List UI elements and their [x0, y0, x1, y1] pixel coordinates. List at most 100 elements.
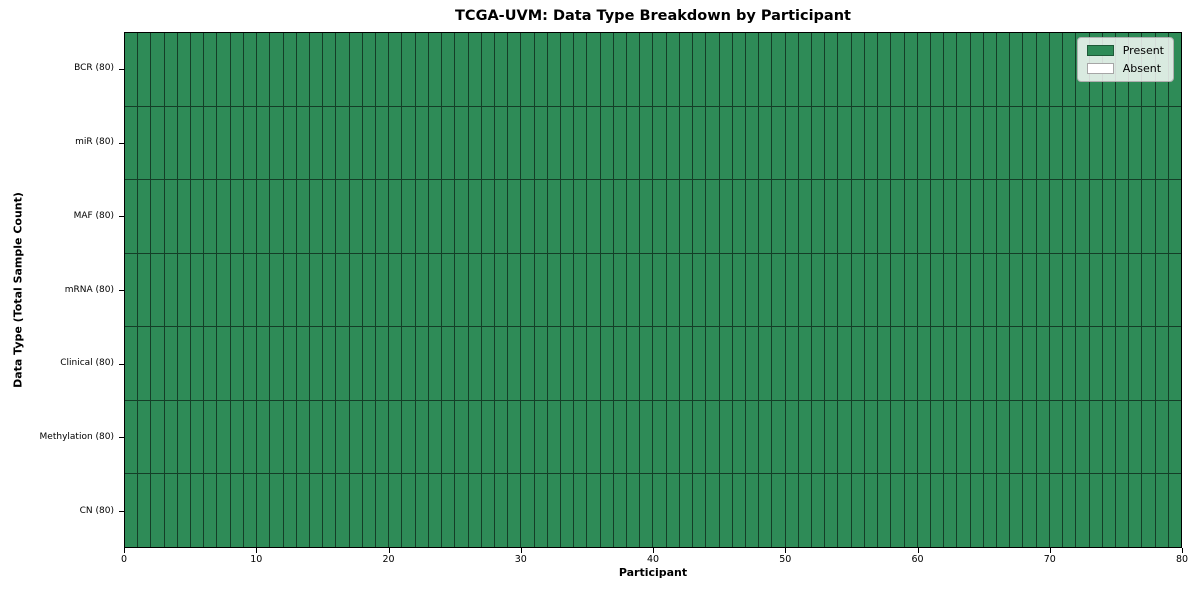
- heatmap-cell: [534, 180, 547, 253]
- heatmap-cell: [613, 180, 627, 253]
- heatmap-cell: [1010, 180, 1023, 253]
- heatmap-cell: [296, 106, 309, 180]
- heatmap-cell: [970, 474, 983, 547]
- heatmap-cell: [1010, 33, 1023, 106]
- heatmap-cell: [376, 400, 389, 474]
- heatmap-cell: [1115, 400, 1129, 474]
- x-tick-label: 0: [120, 554, 128, 565]
- heatmap-cell: [547, 253, 560, 327]
- heatmap-cell: [917, 327, 930, 400]
- heatmap-cell: [376, 474, 389, 547]
- y-tick-mark: [119, 142, 124, 144]
- plot-area: Present Absent: [124, 32, 1182, 548]
- heatmap-cell: [534, 327, 547, 400]
- heatmap-cell: [693, 253, 706, 327]
- heatmap-cell: [442, 106, 455, 180]
- heatmap-cell: [679, 327, 693, 400]
- heatmap-cell: [428, 400, 442, 474]
- heatmap-cell: [336, 180, 349, 253]
- heatmap-cell: [825, 106, 838, 180]
- heatmap-cell: [1036, 180, 1049, 253]
- heatmap-cell: [983, 33, 997, 106]
- heatmap-cell: [508, 180, 521, 253]
- heatmap-cell: [930, 180, 944, 253]
- heatmap-cell: [455, 33, 468, 106]
- heatmap-cell: [613, 106, 627, 180]
- heatmap-cell: [204, 180, 217, 253]
- heatmap-cell: [389, 180, 402, 253]
- heatmap-cell: [521, 33, 534, 106]
- heatmap-cell: [719, 327, 732, 400]
- heatmap-cell: [1168, 474, 1181, 547]
- heatmap-cell: [230, 253, 243, 327]
- heatmap-cell: [917, 253, 930, 327]
- heatmap-cell: [177, 400, 191, 474]
- heatmap-cell: [666, 33, 679, 106]
- heatmap-cell: [1102, 400, 1115, 474]
- heatmap-cell: [494, 33, 508, 106]
- heatmap-cell: [930, 327, 944, 400]
- heatmap-cell: [1142, 253, 1155, 327]
- heatmap-cell: [1129, 474, 1142, 547]
- heatmap-cell: [561, 106, 574, 180]
- heatmap-cell: [323, 327, 336, 400]
- heatmap-cell: [745, 474, 759, 547]
- heatmap-cell: [1036, 474, 1049, 547]
- legend-label: Absent: [1122, 62, 1162, 76]
- heatmap-cell: [508, 474, 521, 547]
- heatmap-cell: [1049, 106, 1063, 180]
- heatmap-cell: [177, 253, 191, 327]
- heatmap-cell: [349, 106, 362, 180]
- heatmap-cell: [904, 253, 917, 327]
- heatmap-cell: [481, 400, 494, 474]
- heatmap-cell: [468, 33, 481, 106]
- heatmap-cell: [666, 400, 679, 474]
- heatmap-cell: [1076, 253, 1089, 327]
- heatmap-cell: [164, 33, 177, 106]
- heatmap-cell: [693, 474, 706, 547]
- heatmap-cell: [812, 400, 825, 474]
- heatmap-cell: [309, 327, 323, 400]
- heatmap-cell: [349, 180, 362, 253]
- heatmap-cell: [719, 253, 732, 327]
- heatmap-cell: [270, 33, 283, 106]
- heatmap-cell: [997, 253, 1010, 327]
- heatmap-cell: [508, 33, 521, 106]
- heatmap-cell: [957, 253, 970, 327]
- heatmap-cell: [983, 327, 997, 400]
- heatmap-cell: [138, 327, 151, 400]
- heatmap-cell: [481, 180, 494, 253]
- heatmap-cell: [455, 474, 468, 547]
- heatmap-cell: [547, 106, 560, 180]
- heatmap-cell: [1142, 474, 1155, 547]
- heatmap-cell: [653, 253, 666, 327]
- heatmap-cell: [349, 400, 362, 474]
- heatmap-cell: [164, 180, 177, 253]
- heatmap-cell: [151, 474, 164, 547]
- heatmap-cell: [917, 474, 930, 547]
- heatmap-cell: [270, 327, 283, 400]
- heatmap-cell: [1089, 327, 1102, 400]
- heatmap-cell: [191, 327, 204, 400]
- heatmap-cell: [217, 327, 230, 400]
- heatmap-cell: [983, 180, 997, 253]
- heatmap-cell: [732, 106, 745, 180]
- heatmap-cell: [1089, 180, 1102, 253]
- x-tick-label: 30: [514, 554, 527, 565]
- heatmap-cell: [1063, 253, 1076, 327]
- y-tick-mark: [119, 363, 124, 365]
- heatmap-cell: [296, 474, 309, 547]
- heatmap-cell: [759, 33, 772, 106]
- legend-entry: Present: [1086, 44, 1164, 57]
- heatmap-cell: [455, 106, 468, 180]
- y-tick-label: MAF (80): [73, 210, 114, 221]
- heatmap-cell: [693, 33, 706, 106]
- heatmap-cell: [455, 400, 468, 474]
- heatmap-cell: [125, 106, 138, 180]
- heatmap-cell: [891, 180, 904, 253]
- heatmap-cell: [812, 474, 825, 547]
- heatmap-cell: [587, 327, 600, 400]
- heatmap-cell: [627, 106, 640, 180]
- heatmap-cell: [891, 400, 904, 474]
- heatmap-cell: [666, 253, 679, 327]
